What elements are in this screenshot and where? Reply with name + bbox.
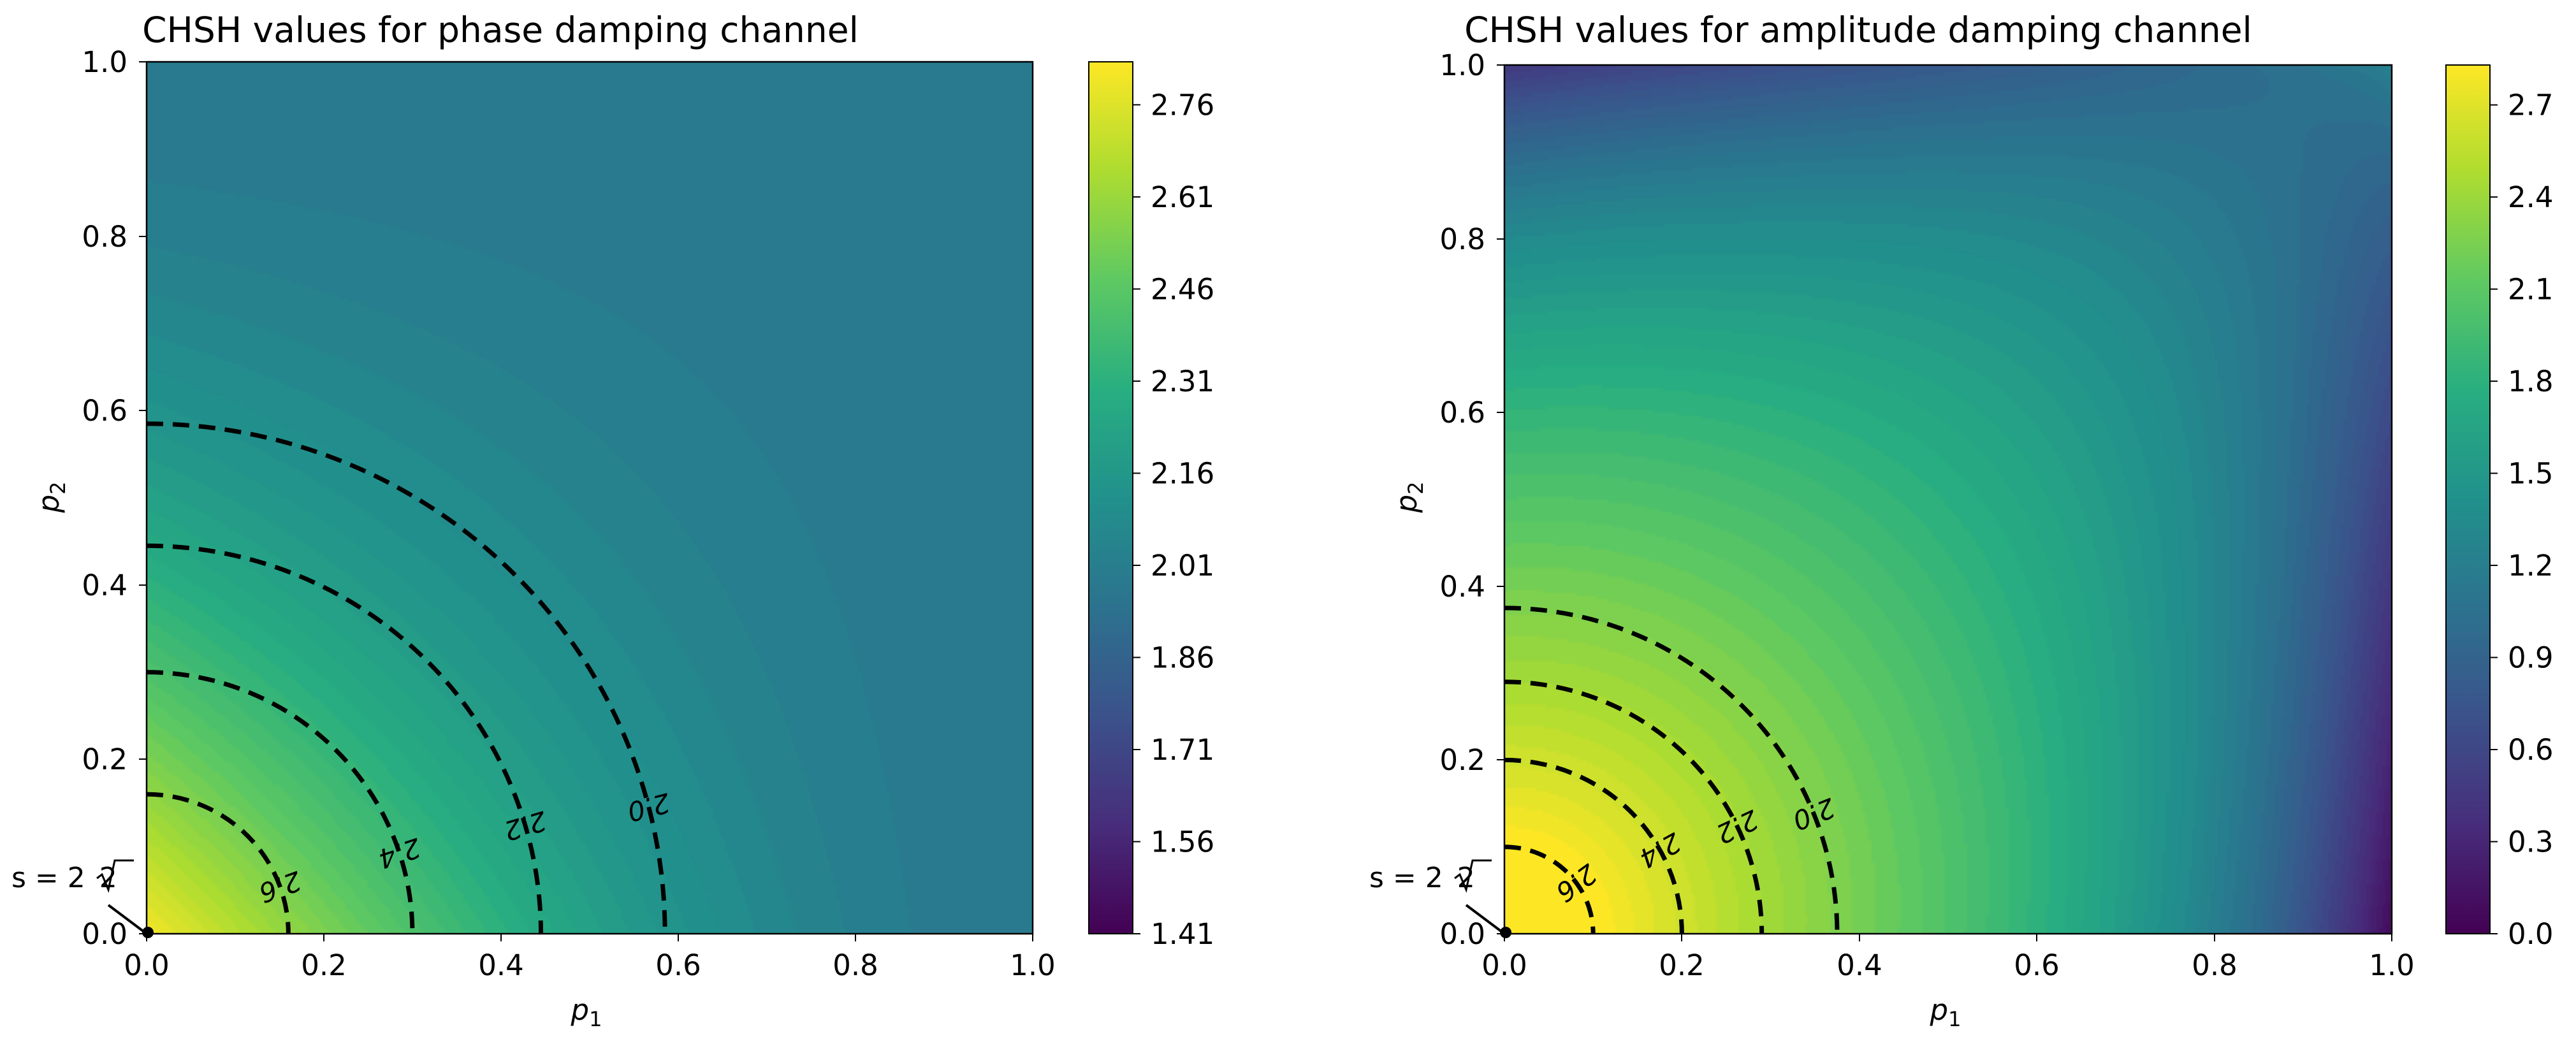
heatmap-phase: [147, 62, 1033, 934]
heatmap-amplitude: [1504, 65, 2392, 934]
plot-frame: [1503, 64, 2393, 935]
colorbar-tick-label: 1.56: [1151, 825, 1214, 859]
colorbar-tick-label: 2.7: [2508, 89, 2554, 122]
contour-line: [1504, 845, 1596, 934]
x-tick-label: 0.8: [833, 948, 878, 982]
y-tick-label: 0.0: [82, 917, 127, 951]
y-axis: 0.0 0.2 0.4 0.6 0.8 1.0 p2: [1390, 48, 1504, 951]
x-tick-label: 1.0: [1010, 948, 1056, 982]
colorbar-tick-label: 2.1: [2508, 273, 2554, 307]
x-axis: 0.0 0.2 0.4 0.6 0.8 1.0 p1: [1481, 934, 2415, 1031]
colorbar-tick-label: 2.4: [2508, 180, 2554, 214]
contour-line: [1504, 606, 1840, 934]
y-axis: 0.0 0.2 0.4 0.6 0.8 1.0 p2: [32, 45, 147, 951]
y-tick-label: 0.2: [82, 743, 127, 776]
x-tick-label: 1.0: [2369, 948, 2415, 982]
y-tick-label: 0.0: [1439, 917, 1485, 951]
colorbar-tick-label: 1.8: [2508, 365, 2554, 398]
chart-amplitude-damping: CHSH values for amplitude damping channe…: [1369, 10, 2554, 1031]
chart-title: CHSH values for phase damping channel: [142, 10, 859, 50]
x-tick-label: 0.6: [2014, 948, 2060, 982]
x-tick-label: 0.4: [478, 948, 524, 982]
colorbar-tick-label: 2.16: [1151, 456, 1214, 490]
contour-line: [146, 543, 544, 934]
y-tick-label: 0.4: [82, 569, 127, 602]
x-tick-label: 0.0: [1481, 948, 1527, 982]
plot-frame: [145, 61, 1034, 935]
x-tick-label: 0.0: [124, 948, 170, 982]
colorbar-tick-label: 1.86: [1151, 641, 1214, 674]
x-tick-label: 0.8: [2192, 948, 2238, 982]
colorbar-amplitude: 0.0 0.3 0.6 0.9 1.2 1.5 1.8 2.1 2.4 2.7: [2445, 64, 2554, 951]
x-tick-label: 0.2: [301, 948, 347, 982]
sqrt-sign: [96, 859, 134, 893]
contour-line: [146, 421, 667, 934]
colorbar-ticks: 0.0 0.3 0.6 0.9 1.2 1.5 1.8 2.1 2.4 2.7: [2490, 89, 2554, 951]
y-tick-label: 0.2: [1439, 743, 1485, 777]
x-axis-label: p1: [571, 993, 602, 1031]
chart-phase-damping: CHSH values for phase damping channel 2.…: [11, 10, 1214, 1031]
colorbar-tick-label: 2.01: [1151, 549, 1214, 583]
x-tick-label: 0.4: [1837, 948, 1882, 982]
colorbar-tick-label: 0.0: [2508, 917, 2554, 951]
colorbar-tick-label: 0.9: [2508, 641, 2554, 675]
colorbar-tick-label: 2.46: [1151, 272, 1214, 306]
annotation-arrow: [1465, 904, 1503, 933]
colorbar-tick-label: 1.5: [2508, 457, 2554, 491]
x-axis-label: p1: [1930, 993, 1961, 1031]
chart-title: CHSH values for amplitude damping channe…: [1464, 10, 2252, 50]
contour-line: [146, 792, 291, 934]
y-tick-label: 0.8: [1439, 222, 1485, 256]
y-tick-label: 0.6: [1439, 396, 1485, 430]
colorbar-tick-label: 2.61: [1151, 180, 1214, 214]
contour-line: [1504, 679, 1765, 934]
max-point-marker: [1500, 927, 1511, 938]
colorbar-phase: 1.41 1.56 1.71 1.86 2.01 2.16 2.31 2.46 2.61 2.76: [1088, 61, 1214, 951]
y-tick-label: 1.0: [82, 45, 127, 79]
sqrt-sign: [1454, 859, 1492, 893]
max-point-marker: [142, 927, 154, 938]
colorbar-tick-label: 1.2: [2508, 549, 2554, 583]
y-tick-label: 0.4: [1439, 570, 1485, 604]
y-axis-label: p2: [1390, 482, 1428, 514]
contour-line: [1504, 757, 1684, 934]
colorbar-tick-label: 2.76: [1151, 88, 1214, 122]
colorbar-gradient: [2445, 64, 2491, 934]
colorbar-tick-label: 0.6: [2508, 733, 2554, 767]
y-tick-label: 0.8: [82, 220, 127, 254]
y-tick-label: 1.0: [1439, 48, 1485, 82]
colorbar-gradient: [1088, 61, 1133, 934]
y-tick-label: 0.6: [82, 394, 127, 428]
colorbar-ticks: 1.41 1.56 1.71 1.86 2.01 2.16 2.31 2.46 2.61 2.76: [1133, 88, 1214, 951]
x-tick-label: 0.2: [1659, 948, 1705, 982]
contour-line: [146, 670, 415, 934]
x-tick-label: 0.6: [655, 948, 701, 982]
contour-lines: 2.02.22.42.6: [146, 421, 673, 934]
colorbar-tick-label: 1.71: [1151, 733, 1214, 767]
colorbar-tick-label: 0.3: [2508, 825, 2554, 859]
x-axis: 0.0 0.2 0.4 0.6 0.8 1.0 p1: [124, 934, 1056, 1031]
y-axis-label: p2: [32, 482, 70, 514]
annotation-arrow: [107, 904, 145, 933]
colorbar-tick-label: 2.31: [1151, 365, 1214, 398]
colorbar-tick-label: 1.41: [1151, 917, 1214, 951]
